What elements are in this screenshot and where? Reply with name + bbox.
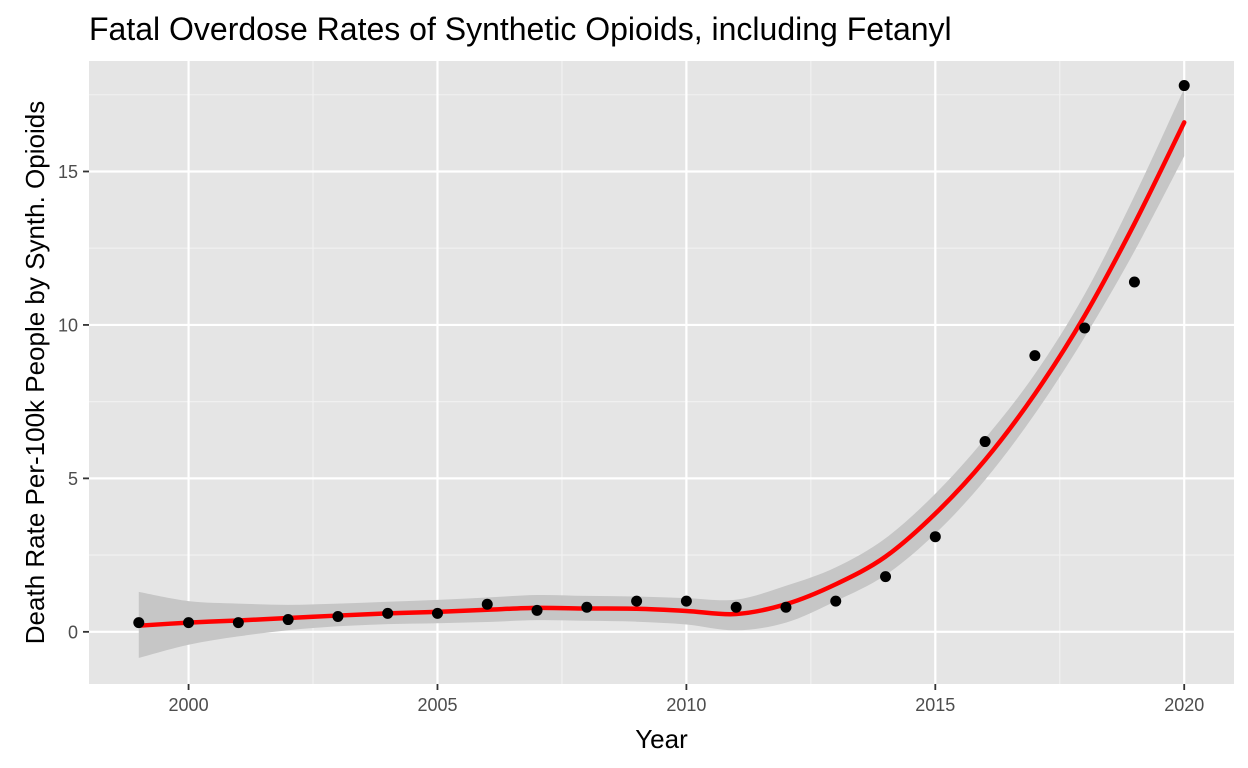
confidence-band: [138, 88, 1185, 658]
grid-major: [89, 61, 1234, 684]
y-axis: 0 5 10 15: [58, 162, 89, 642]
x-tick-label: 2020: [1164, 695, 1204, 715]
data-point: [133, 617, 145, 629]
trend-layer: [136, 120, 1187, 628]
data-point: [780, 601, 792, 613]
data-point: [631, 595, 643, 607]
data-point: [680, 595, 692, 607]
data-point: [1029, 350, 1041, 362]
data-point: [431, 607, 443, 619]
chart-title: Fatal Overdose Rates of Synthetic Opioid…: [89, 11, 952, 47]
data-point: [1079, 322, 1091, 334]
data-point: [382, 607, 394, 619]
y-tick-label: 15: [58, 162, 78, 182]
data-point: [979, 436, 991, 448]
data-point: [1128, 276, 1140, 288]
trend-line: [136, 120, 1187, 628]
y-axis-title: Death Rate Per-100k People by Synth. Opi…: [20, 101, 50, 644]
data-point: [929, 531, 941, 543]
data-point: [730, 601, 742, 613]
x-axis-title: Year: [635, 724, 688, 754]
x-tick-label: 2005: [417, 695, 457, 715]
data-point: [830, 595, 842, 607]
x-tick-label: 2000: [169, 695, 209, 715]
data-point: [183, 617, 195, 629]
confidence-band-layer: [138, 88, 1185, 658]
x-tick-label: 2010: [666, 695, 706, 715]
data-point: [880, 571, 892, 583]
y-tick-label: 0: [68, 622, 78, 642]
data-point: [581, 601, 593, 613]
data-point: [1178, 80, 1190, 92]
points-layer: [133, 80, 1190, 629]
data-point: [531, 604, 543, 616]
x-axis: 2000 2005 2010 2015 2020: [169, 684, 1204, 715]
x-tick-label: 2015: [915, 695, 955, 715]
y-tick-label: 10: [58, 315, 78, 335]
data-point: [481, 598, 493, 610]
data-point: [232, 617, 244, 629]
data-point: [282, 614, 294, 626]
data-point: [332, 610, 344, 622]
y-tick-label: 5: [68, 469, 78, 489]
